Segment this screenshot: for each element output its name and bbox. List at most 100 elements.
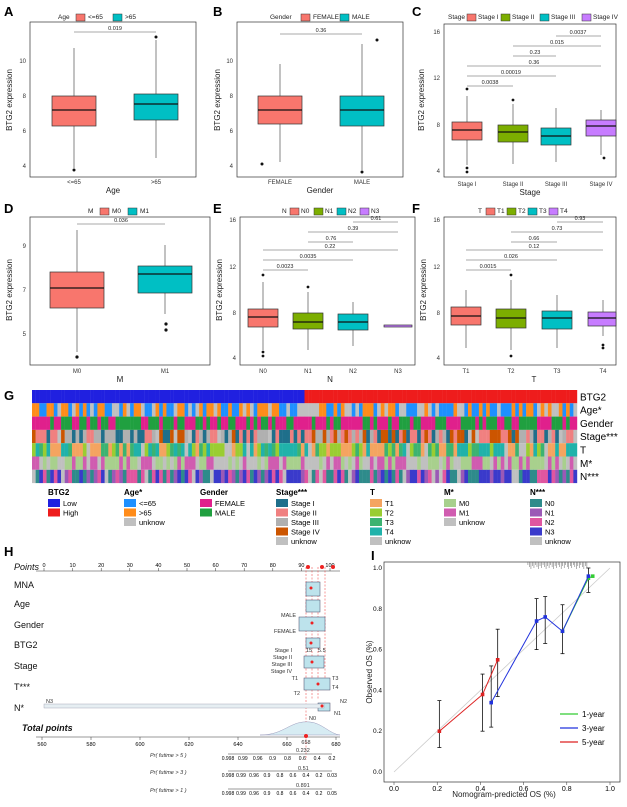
- heatmap-cell: [228, 456, 233, 470]
- heatmap-cell: [293, 416, 298, 430]
- heatmap-legend-swatch: [370, 499, 382, 507]
- heatmap-cell: [119, 469, 124, 484]
- heatmap-cell: [141, 456, 145, 470]
- heatmap-cell: [213, 469, 218, 484]
- nomo-pr5-value: 0.232: [296, 748, 310, 754]
- heatmap-cell: [366, 443, 371, 457]
- heatmap-cell: [391, 443, 396, 457]
- heatmap-cell: [286, 403, 291, 417]
- heatmap-cell: [235, 416, 240, 430]
- nomo-prob-tick: 0.8: [284, 756, 291, 762]
- heatmap-cell: [355, 429, 360, 444]
- heatmap-cell: [46, 469, 51, 484]
- heatmap-cell: [344, 429, 349, 444]
- heatmap-cell: [406, 390, 411, 404]
- nomo-t-1: T1: [292, 676, 298, 682]
- heatmap-cell: [195, 390, 200, 404]
- heatmap-cell: [162, 403, 167, 417]
- calib-point: [560, 629, 565, 634]
- panel-b-ytick: 4: [230, 164, 234, 170]
- heatmap-cell: [300, 390, 305, 404]
- heatmap-cell: [275, 429, 280, 444]
- heatmap-cell: [235, 456, 240, 470]
- heatmap-cell: [199, 416, 203, 430]
- heatmap-cell: [442, 443, 447, 457]
- panel-c-xtick: Stage I: [457, 182, 476, 188]
- nomo-red-points: [306, 565, 335, 569]
- heatmap-cell: [170, 416, 174, 430]
- heatmap-cell: [289, 456, 294, 470]
- nomo-prob-tick: 0.96: [249, 773, 259, 779]
- panel-a-legend-title: Age: [58, 14, 70, 21]
- heatmap-cell: [518, 429, 523, 444]
- heatmap-cell: [319, 443, 323, 457]
- heatmap-cell: [119, 456, 124, 470]
- heatmap-cell: [173, 416, 178, 430]
- heatmap-cell: [35, 443, 40, 457]
- nomo-points-tick: 20: [98, 563, 104, 569]
- heatmap-cell: [442, 403, 447, 417]
- heatmap-cell: [137, 403, 142, 417]
- heatmap-cell: [515, 429, 520, 444]
- heatmap-cell: [202, 390, 207, 404]
- panel-a-xlabel: Age: [106, 186, 121, 195]
- panel-c-pvalue: 0.23: [530, 50, 541, 56]
- heatmap-cell: [184, 416, 189, 430]
- nomo-points-tick: 60: [213, 563, 219, 569]
- heatmap-cell: [566, 416, 570, 430]
- heatmap-cell: [380, 429, 385, 444]
- heatmap-cell: [388, 456, 392, 470]
- heatmap-cell: [35, 469, 40, 484]
- heatmap-cell: [326, 456, 331, 470]
- heatmap-cell: [388, 443, 392, 457]
- heatmap-cell: [322, 456, 327, 470]
- heatmap-cell: [424, 469, 429, 484]
- heatmap-cell: [220, 429, 225, 444]
- heatmap-cell: [159, 469, 163, 484]
- heatmap-cell: [326, 469, 331, 484]
- heatmap-cell: [369, 469, 374, 484]
- heatmap-legend-title: Gender: [200, 488, 228, 497]
- heatmap-cell: [279, 469, 283, 484]
- panel-c-xlabel: Stage: [520, 188, 541, 197]
- heatmap-cell: [282, 443, 287, 457]
- heatmap-cell: [566, 469, 570, 484]
- heatmap-cell: [79, 443, 84, 457]
- heatmap-cell: [471, 390, 476, 404]
- heatmap-cell: [224, 416, 229, 430]
- heatmap-cell: [166, 443, 171, 457]
- panel-f-legend-title: T: [478, 208, 482, 215]
- heatmap-cell: [497, 443, 501, 457]
- heatmap-legend-swatch: [444, 508, 456, 517]
- heatmap-cell: [231, 416, 236, 430]
- heatmap-cell: [188, 456, 193, 470]
- heatmap-legend-swatch: [124, 499, 136, 507]
- panel-e-xtick: N0: [259, 369, 267, 375]
- heatmap-cell: [271, 403, 276, 417]
- heatmap-cell: [493, 429, 498, 444]
- heatmap-cell: [297, 456, 302, 470]
- heatmap-cell: [242, 456, 247, 470]
- heatmap-cell: [217, 469, 222, 484]
- panel-c-legend-1: Stage I: [478, 14, 499, 21]
- heatmap-cell: [573, 416, 578, 430]
- heatmap-cell: [32, 416, 36, 430]
- heatmap-cell: [213, 443, 218, 457]
- heatmap-cell: [420, 416, 425, 430]
- heatmap-cell: [497, 390, 501, 404]
- panel-d-box-1: [49, 230, 105, 359]
- heatmap-cell: [398, 429, 403, 444]
- heatmap-cell: [333, 403, 338, 417]
- heatmap-cell: [537, 390, 541, 404]
- heatmap-row-label: BTG2: [580, 392, 607, 403]
- heatmap-cell: [449, 429, 454, 444]
- heatmap-cell: [300, 429, 305, 444]
- heatmap-cell: [173, 456, 178, 470]
- panel-d: D M M0 M1 5 7 9 BTG2 expression M M0 M1 …: [4, 201, 211, 384]
- heatmap-cell: [511, 456, 516, 470]
- heatmap-cell: [333, 429, 338, 444]
- heatmap-cell: [558, 429, 563, 444]
- heatmap-cell: [126, 469, 131, 484]
- heatmap-cell: [493, 416, 498, 430]
- heatmap-cell: [547, 469, 552, 484]
